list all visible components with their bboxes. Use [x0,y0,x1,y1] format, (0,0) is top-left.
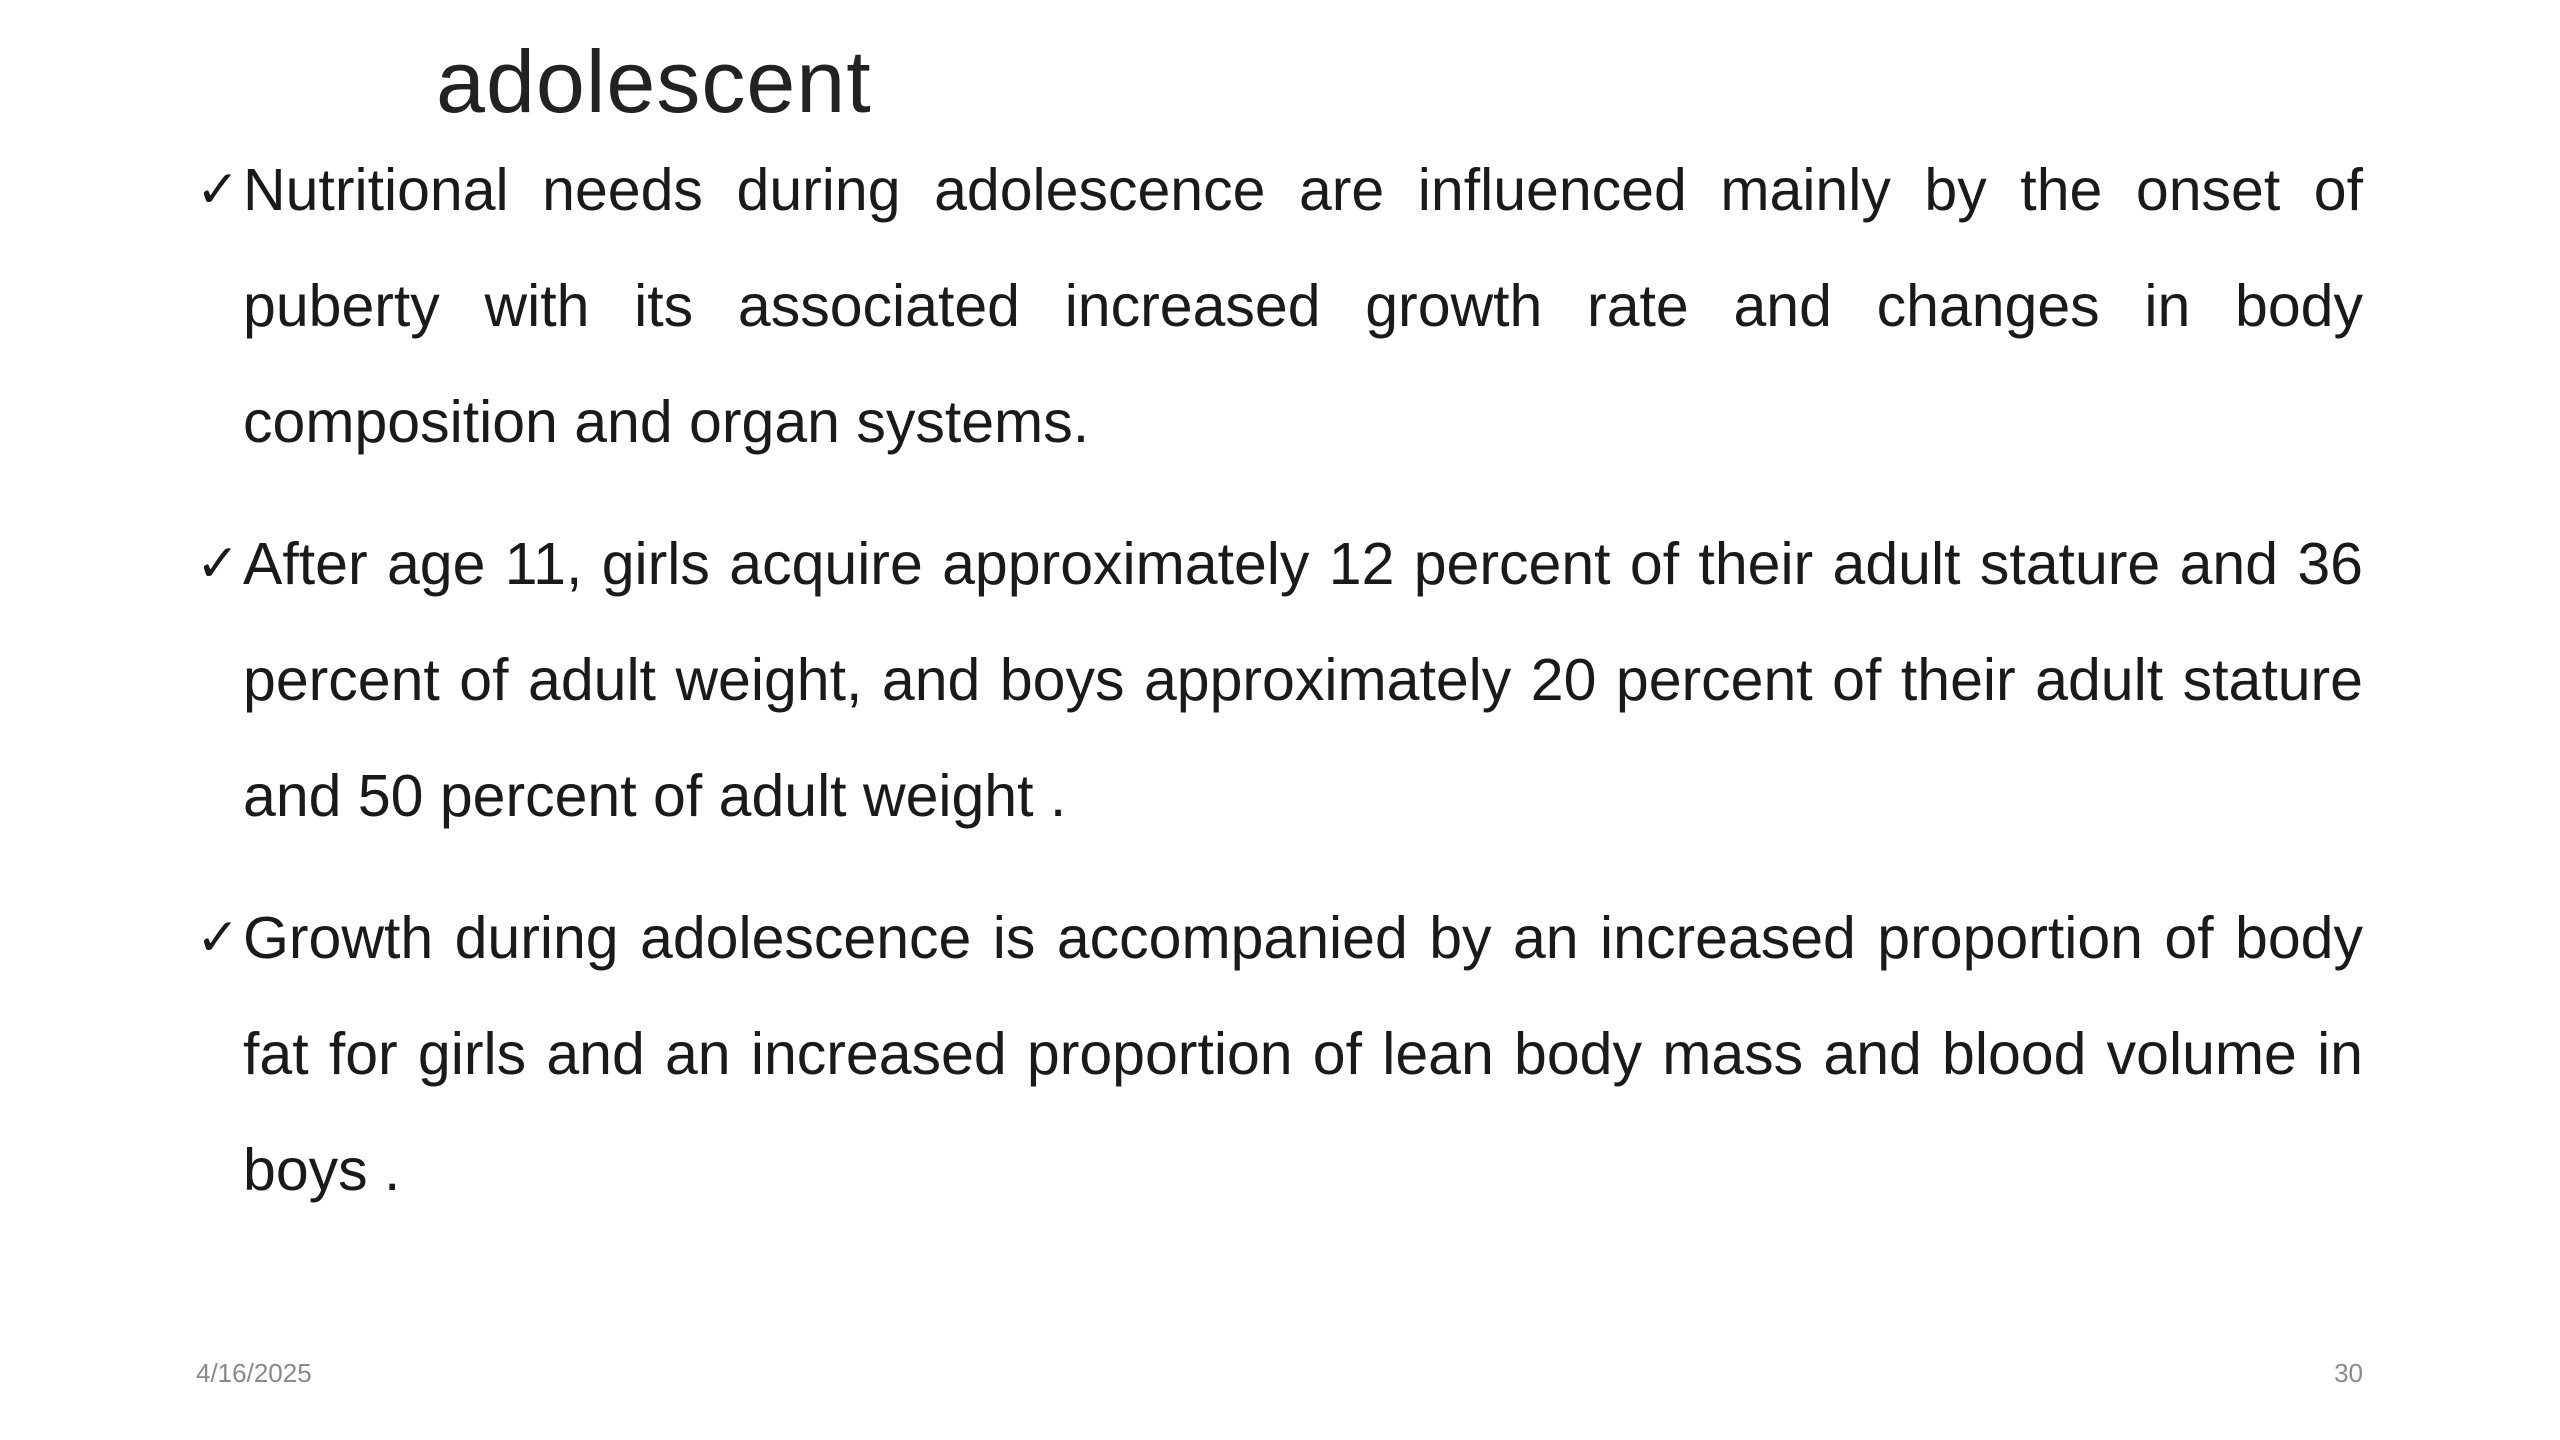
bullet-text: After age 11, girls acquire approximatel… [243,531,2363,829]
slide-title: adolescent [436,32,872,131]
footer-date: 4/16/2025 [196,1358,312,1388]
check-icon: ✓ [196,534,240,594]
bullet-text: Nutritional needs during adolescence are… [243,157,2363,455]
bullet: ✓ Nutritional needs during adolescence ar… [196,132,2363,480]
bullet-list: ✓ Nutritional needs during adolescence ar… [196,132,2363,1254]
bullet: ✓ Growth during adolescence is accompanie… [196,880,2363,1228]
bullet: ✓ After age 11, girls acquire approximate… [196,506,2363,854]
check-icon: ✓ [196,908,240,968]
check-icon: ✓ [196,160,240,220]
bullet-text: Growth during adolescence is accompanied… [243,905,2363,1203]
page-number: 30 [2334,1358,2363,1388]
